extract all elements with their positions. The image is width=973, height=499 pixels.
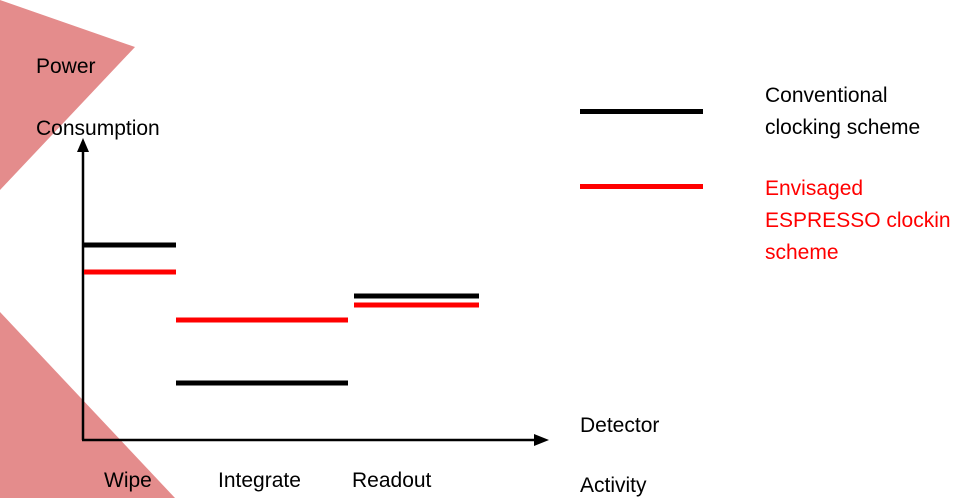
y-axis-label-line-2: Consumption — [36, 117, 160, 140]
legend-swatch-conventional — [580, 109, 703, 114]
legend-label-line: Envisaged — [765, 177, 864, 200]
x-axis-label-line-2: Activity — [580, 474, 647, 497]
legend-label-line: Conventional — [765, 84, 888, 107]
legend-label-line: ESPRESSO clockin — [765, 209, 951, 232]
legend-label-line: scheme — [765, 241, 839, 264]
x-tick-label-wipe: Wipe — [104, 469, 152, 492]
x-tick-label-readout: Readout — [352, 469, 432, 492]
y-axis-arrowhead — [77, 138, 89, 152]
legend-entry-espresso: Envisaged ESPRESSO clockin scheme — [765, 173, 951, 269]
y-axis-label-line-1: Power — [36, 55, 96, 78]
chart-marks — [84, 242, 479, 386]
top-left-triangle — [0, 0, 135, 190]
x-tick-label-integrate: Integrate — [218, 469, 301, 492]
bottom-left-triangle — [0, 312, 175, 498]
legend-entry-conventional: Conventional clocking scheme — [765, 80, 920, 144]
x-axis-label-line-1: Detector — [580, 414, 660, 437]
legend-swatch-espresso — [580, 184, 703, 189]
legend-label-line: clocking scheme — [765, 116, 921, 139]
x-axis-arrowhead — [534, 434, 549, 446]
